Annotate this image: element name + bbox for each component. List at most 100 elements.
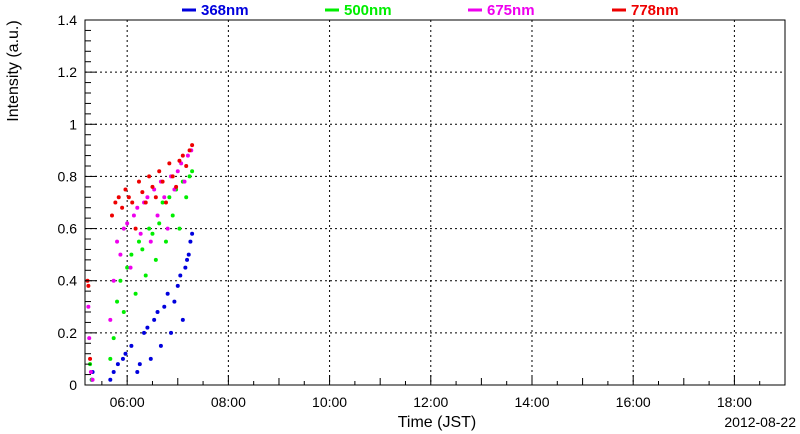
data-point (111, 369, 116, 374)
data-point (148, 239, 153, 244)
tick-labels: 06:00 08:00 10:00 12:00 14:00 16:00 18:00 0 0.2 0… (58, 12, 753, 410)
data-point (185, 153, 190, 158)
data-point (153, 257, 158, 262)
legend-label: 368nm (201, 2, 249, 19)
data-point (147, 174, 152, 179)
y-tick-label: 0.8 (58, 168, 78, 184)
grid (85, 19, 785, 386)
data-point (109, 213, 114, 218)
y-tick-label: 1 (69, 116, 77, 132)
data-point (162, 195, 167, 200)
data-point (120, 205, 125, 210)
y-tick-label: 0 (69, 377, 77, 393)
data-point (172, 299, 177, 304)
data-point (115, 362, 120, 367)
data-point (187, 174, 192, 179)
data-point (188, 239, 193, 244)
data-point (169, 330, 174, 335)
data-point (125, 265, 130, 270)
date-label: 2012-08-22 (724, 414, 796, 430)
data-point (184, 164, 189, 168)
x-tick-label: 14:00 (514, 394, 549, 410)
data-point (190, 143, 195, 148)
data-point (163, 200, 168, 205)
data-point (113, 200, 118, 205)
x-tick-label: 10:00 (312, 394, 347, 410)
data-point (155, 310, 160, 314)
data-point (140, 247, 145, 252)
data-point (108, 377, 113, 382)
data-point (135, 369, 140, 374)
data-point (167, 161, 172, 166)
data-point (167, 195, 172, 200)
data-point (121, 226, 126, 231)
data-point (142, 330, 147, 335)
x-tick-label: 18:00 (717, 394, 752, 410)
data-point (160, 200, 165, 205)
y-tick-label: 0.4 (58, 273, 78, 289)
data-point (190, 169, 195, 174)
data-point (137, 362, 142, 367)
x-tick-label: 08:00 (211, 394, 246, 410)
data-point (163, 239, 168, 244)
data-point (129, 343, 134, 348)
data-point (177, 158, 182, 163)
data-point (86, 283, 91, 288)
data-point (145, 195, 150, 200)
data-point (143, 200, 148, 205)
legend-label: 675nm (487, 2, 535, 19)
data-point (165, 291, 170, 296)
data-point (175, 283, 180, 288)
data-point (123, 351, 128, 356)
data-point (111, 278, 116, 283)
data-point (174, 184, 179, 189)
data-point (153, 195, 158, 200)
data-point (150, 184, 155, 189)
data-point (87, 336, 92, 341)
legend-label: 778nm (631, 2, 679, 19)
data-point (138, 231, 143, 236)
data-point (180, 317, 185, 322)
data-point (133, 291, 138, 296)
data-point (180, 153, 185, 158)
data-point (90, 377, 95, 382)
data-point (135, 205, 140, 210)
series-368nm (89, 231, 195, 382)
data-point (185, 257, 190, 262)
y-tick-label: 1.4 (58, 12, 78, 28)
data-point (170, 174, 175, 179)
data-point (140, 190, 145, 195)
data-point (86, 304, 91, 309)
legend: 368nm 500nm 675nm 778nm (182, 2, 679, 19)
data-point (130, 200, 135, 205)
data-point (162, 304, 167, 309)
data-point (88, 356, 93, 361)
data-point (187, 148, 192, 153)
data-point (157, 169, 162, 174)
data-point (160, 179, 165, 184)
data-point (158, 343, 163, 348)
x-tick-label: 06:00 (110, 394, 145, 410)
axis-ticks (85, 19, 786, 386)
data-point (126, 195, 131, 200)
series-500nm (88, 169, 195, 382)
data-points (85, 143, 195, 382)
data-point (120, 356, 125, 361)
data-point (108, 317, 113, 322)
data-point (145, 325, 150, 330)
data-point (148, 356, 153, 361)
data-point (190, 231, 195, 236)
data-point (175, 169, 180, 174)
data-point (125, 221, 130, 226)
data-point (136, 179, 141, 184)
data-point (111, 336, 116, 341)
data-point (123, 187, 128, 192)
x-tick-label: 12:00 (413, 394, 448, 410)
data-point (133, 226, 138, 231)
x-tick-label: 16:00 (616, 394, 651, 410)
data-point (155, 213, 160, 218)
data-point (143, 273, 148, 278)
data-point (129, 252, 134, 257)
data-point (182, 179, 187, 184)
data-point (116, 195, 121, 200)
